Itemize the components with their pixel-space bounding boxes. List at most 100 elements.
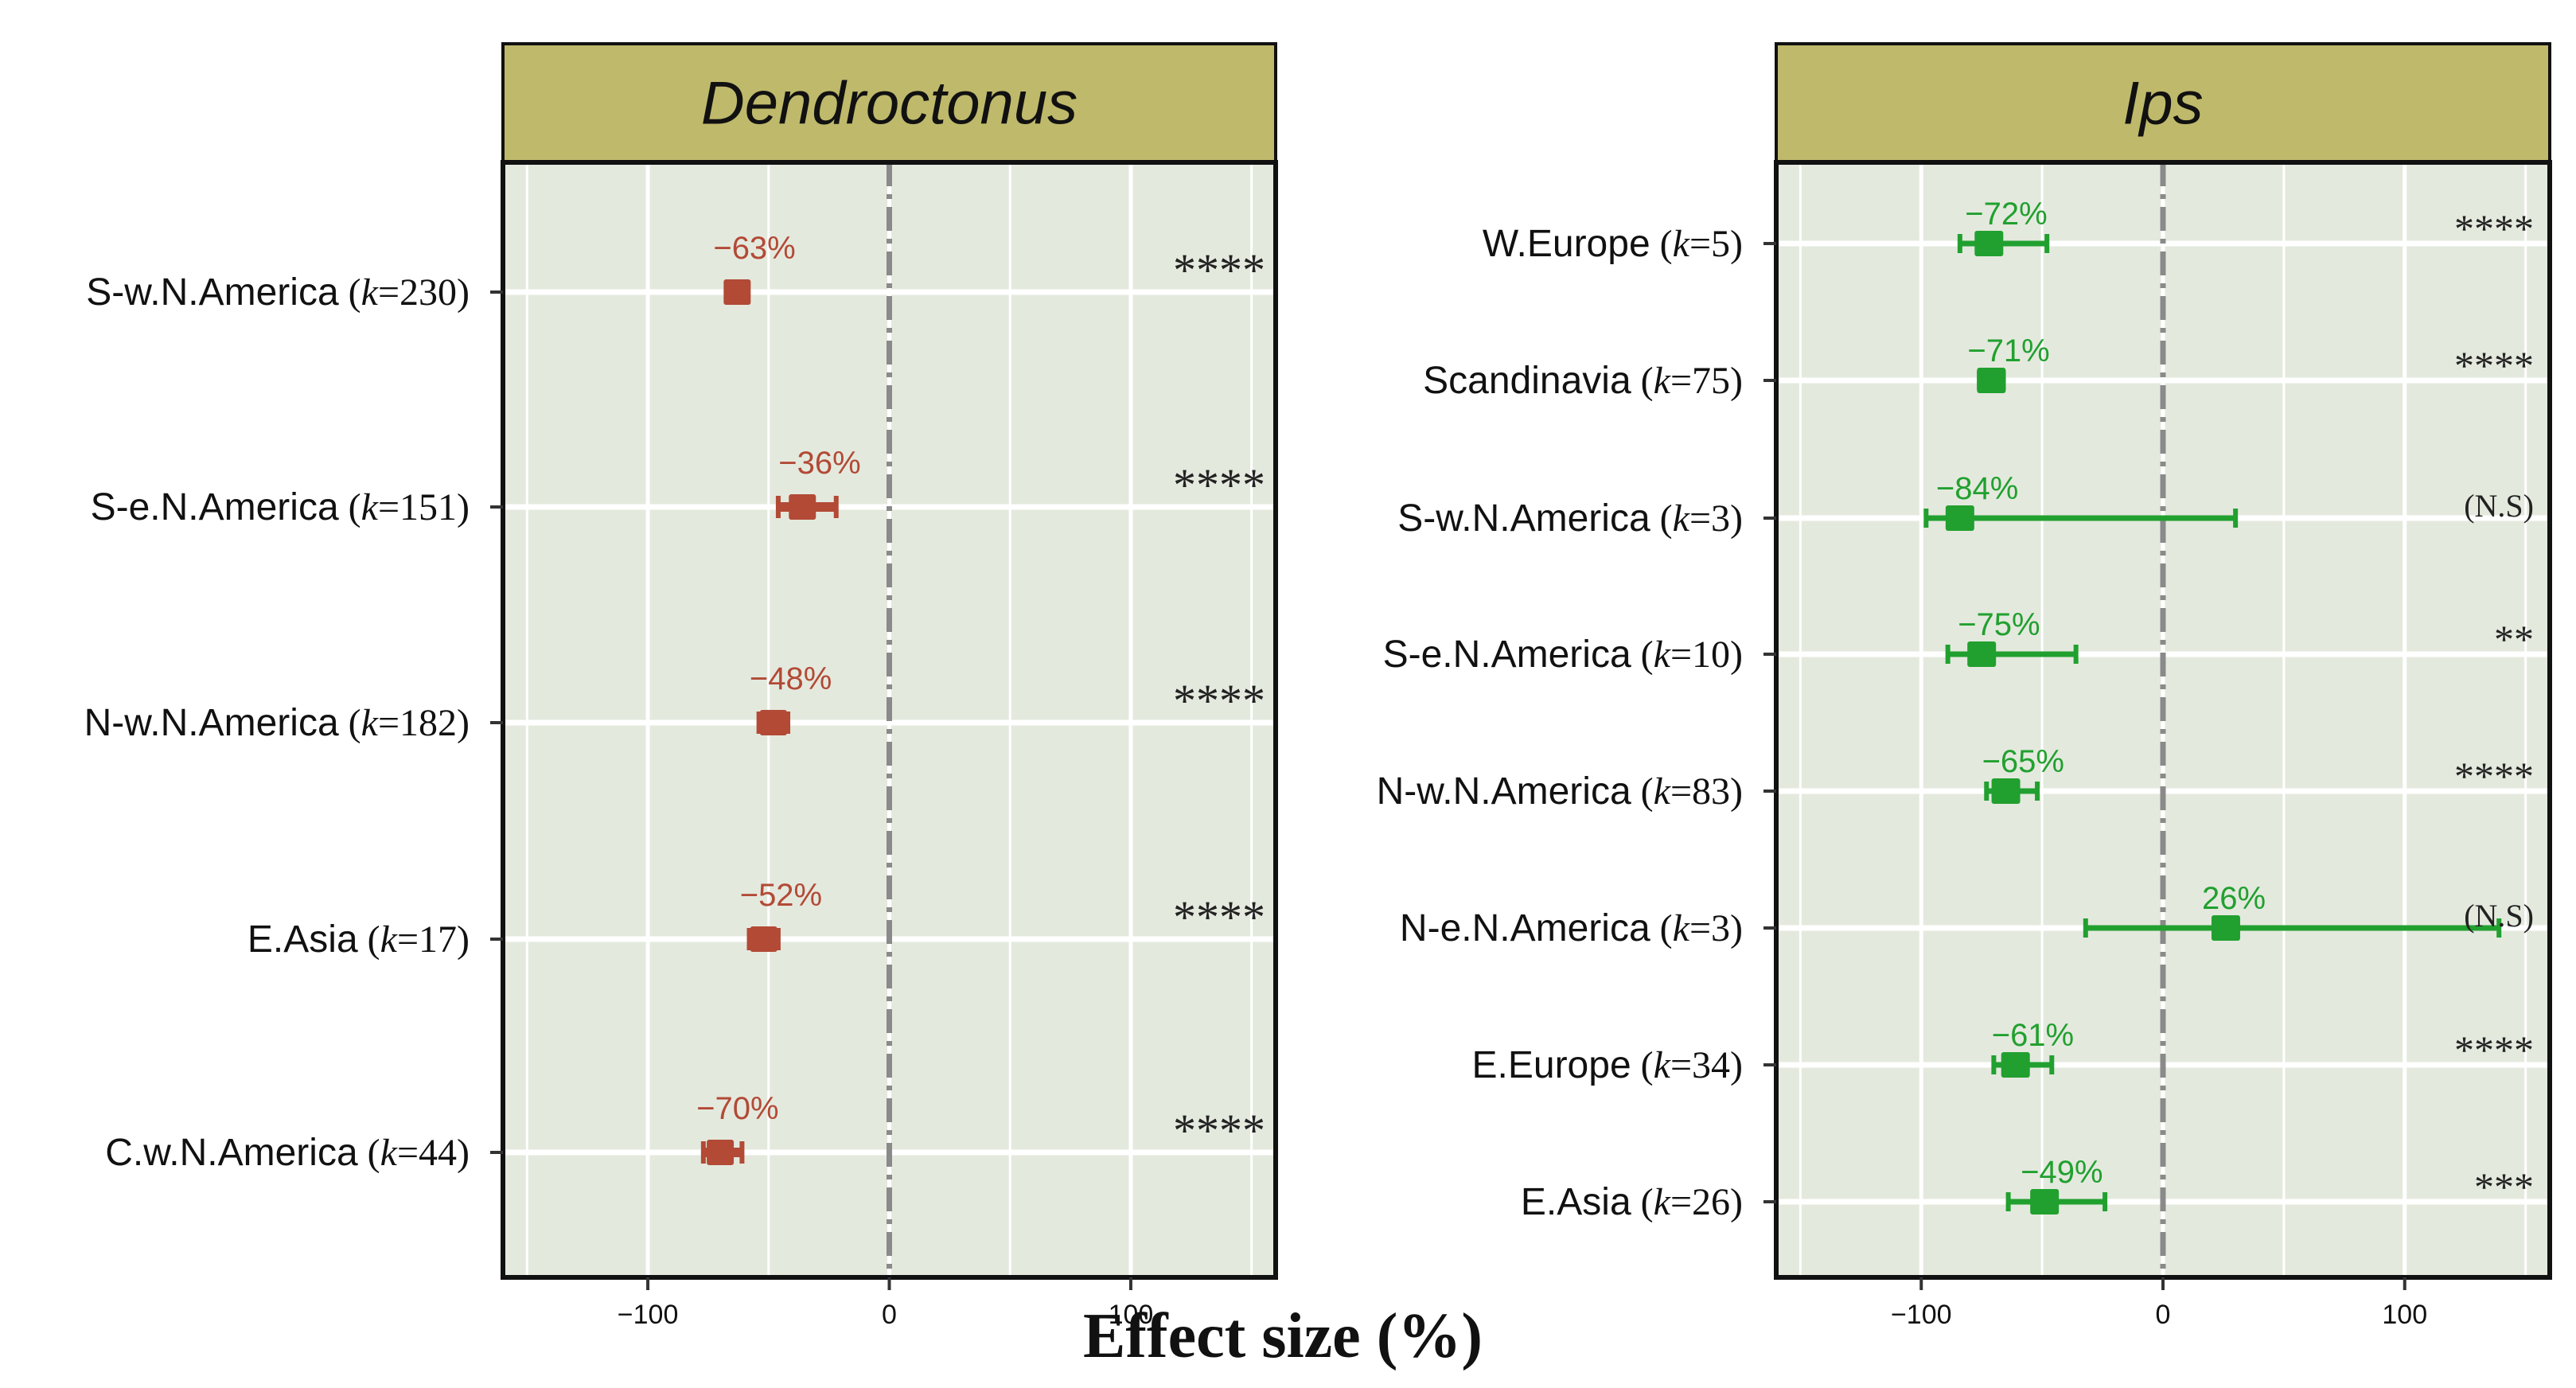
k-symbol: k [1654, 1044, 1672, 1086]
x-tick-label: 100 [1109, 1300, 1154, 1330]
significance-marker: (N.S) [2464, 488, 2534, 524]
ci-cap-left [1991, 1055, 1997, 1074]
k-symbol: k [361, 486, 380, 528]
effect-label: −48% [750, 661, 832, 696]
significance-marker: **** [2454, 343, 2534, 388]
k-open: ( [358, 1132, 380, 1174]
y-tick-label: S-w.N.America (k=230) [86, 271, 470, 314]
y-tick-label: E.Asia (k=17) [247, 918, 470, 961]
k-symbol: k [1654, 770, 1672, 813]
k-count: 75 [1692, 360, 1730, 402]
k-symbol: k [380, 918, 399, 961]
k-open: ( [1631, 360, 1654, 402]
ci-cap-right [2035, 782, 2040, 801]
effect-label: −52% [740, 878, 822, 913]
k-equals: = [1689, 497, 1711, 540]
x-tick-label: 0 [2156, 1300, 2171, 1330]
k-open: ( [1631, 1044, 1654, 1086]
effect-point [789, 494, 816, 520]
panel-title: Ips [2122, 70, 2203, 138]
y-tick-label: N-w.N.America (k=182) [84, 702, 470, 744]
y-tick-label: S-e.N.America (k=10) [1383, 634, 1743, 676]
k-symbol: k [380, 1132, 399, 1174]
effect-point [1977, 368, 2006, 393]
k-symbol: k [1673, 497, 1691, 540]
k-count: 230 [399, 271, 457, 314]
ci-cap-left [746, 928, 752, 950]
region-name: E.Asia [247, 918, 358, 961]
k-close: ) [1730, 1044, 1743, 1086]
ci-cap-right [775, 928, 781, 950]
k-open: ( [1650, 497, 1673, 540]
y-tick-label: S-w.N.America (k=3) [1397, 497, 1743, 540]
x-axis-title: Effect size (%) [1083, 1301, 1483, 1371]
ci-cap-right [2044, 234, 2050, 253]
ci-cap-right [785, 712, 791, 734]
k-equals: = [397, 918, 419, 961]
ci-cap-left [1957, 234, 1962, 253]
k-close: ) [457, 486, 470, 528]
k-symbol: k [361, 271, 380, 314]
k-equals: = [1689, 223, 1711, 265]
effect-point [707, 1140, 735, 1165]
effect-point [750, 926, 777, 952]
ci-cap-right [2073, 645, 2079, 664]
k-open: ( [339, 486, 361, 528]
k-equals: = [1670, 1181, 1692, 1223]
effect-point [723, 279, 751, 305]
k-close: ) [457, 1132, 470, 1174]
region-name: C.w.N.America [105, 1132, 358, 1174]
significance-marker: **** [1173, 891, 1265, 943]
k-open: ( [1631, 1181, 1654, 1223]
k-count: 44 [419, 1132, 457, 1174]
k-open: ( [1650, 223, 1673, 265]
effect-label: 26% [2202, 881, 2266, 916]
k-count: 3 [1711, 907, 1730, 949]
k-symbol: k [1654, 634, 1672, 676]
ci-cap-left [1923, 509, 1929, 528]
ci-cap-right [2233, 509, 2239, 528]
region-name: E.Asia [1521, 1181, 1631, 1223]
effect-point [1974, 231, 2004, 256]
ci-cap-left [756, 712, 762, 734]
k-open: ( [339, 271, 361, 314]
significance-marker: **** [2454, 206, 2534, 251]
k-symbol: k [1654, 1181, 1672, 1223]
ci-cap-right [2496, 918, 2502, 938]
k-equals: = [1670, 634, 1692, 676]
ci-cap-left [2083, 918, 2088, 938]
k-count: 5 [1711, 223, 1730, 265]
k-close: ) [1730, 1181, 1743, 1223]
k-close: ) [457, 271, 470, 314]
ci-cap-right [833, 496, 839, 518]
k-equals: = [378, 486, 399, 528]
significance-marker: **** [1173, 675, 1265, 727]
y-tick-label: W.Europe (k=5) [1483, 223, 1743, 265]
effect-label: −84% [1936, 471, 2018, 506]
effect-label: −71% [1967, 333, 2049, 368]
ci-cap-right [739, 1141, 745, 1164]
k-count: 17 [419, 918, 457, 961]
significance-marker: **** [1173, 459, 1265, 511]
effect-label: −75% [1958, 607, 2040, 642]
significance-marker: **** [2454, 754, 2534, 798]
k-open: ( [339, 702, 361, 744]
k-symbol: k [361, 702, 380, 744]
panel-header-strip [501, 42, 1277, 164]
ci-cap-left [1945, 645, 1951, 664]
panel-header-strip [1775, 42, 2551, 164]
region-name: E.Europe [1472, 1044, 1631, 1086]
k-symbol: k [1673, 907, 1691, 949]
k-close: ) [1730, 907, 1743, 949]
ci-cap-right [2049, 1055, 2055, 1074]
significance-marker: ** [2494, 617, 2534, 661]
ci-cap-left [775, 496, 781, 518]
k-equals: = [1689, 907, 1711, 949]
panel-title: Dendroctonus [701, 70, 1078, 138]
x-tick-label: 0 [882, 1300, 897, 1330]
region-name: Scandinavia [1423, 360, 1631, 402]
k-close: ) [1730, 223, 1743, 265]
k-equals: = [1670, 360, 1692, 402]
effect-point [2211, 915, 2240, 941]
